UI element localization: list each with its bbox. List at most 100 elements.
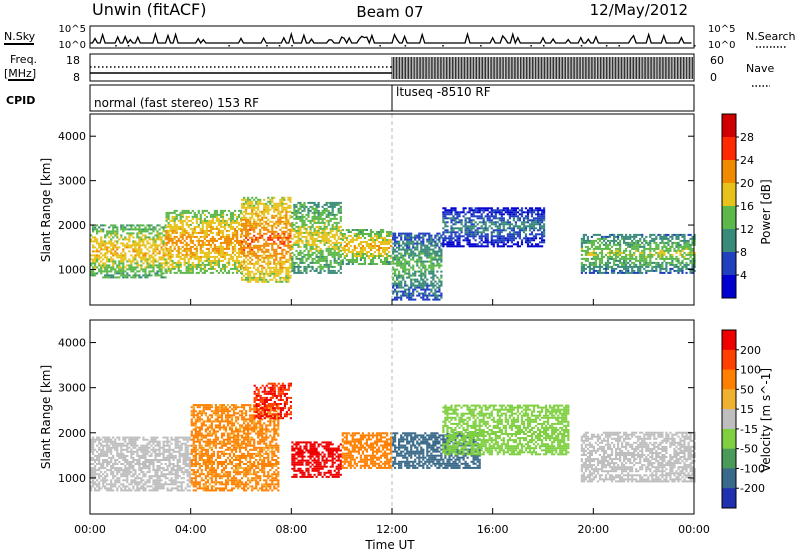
power-cell [412,274,415,277]
power-cell [195,251,198,254]
power-cell [496,207,499,210]
power-cell [301,209,304,212]
power-cell [92,230,95,233]
power-cell [283,214,286,217]
power-cell [582,239,585,242]
power-cell [337,257,340,260]
power-cell [231,241,235,244]
power-cell [257,248,260,251]
power-cell [402,292,405,295]
power-cell [173,245,176,248]
power-cell [392,268,395,271]
power-cell [339,261,342,264]
power-cell [267,230,270,233]
power-cell [424,292,427,295]
power-cell [639,233,642,236]
power-cell [402,286,405,289]
power-cell [275,242,278,245]
power-cell [104,224,107,227]
power-cell [257,204,260,207]
power-cell [150,232,153,235]
nsearch-point [379,45,381,47]
power-cell [136,228,139,231]
power-cell [257,262,260,265]
power-cell [279,204,282,207]
power-cell [606,245,610,248]
power-cell [450,237,453,240]
power-cell [287,276,290,279]
power-cell [287,206,290,209]
power-cell [462,245,465,248]
power-cell [333,265,336,268]
power-cell [160,246,163,249]
power-cell [261,254,264,257]
power-cell [185,221,188,224]
power-cell [285,212,288,215]
power-cell [418,258,421,261]
power-cell [146,274,149,277]
power-cell [404,284,407,287]
power-cell [291,243,294,246]
power-cell [217,271,220,274]
power-cell [148,254,151,257]
power-cell [404,234,407,237]
power-cell [92,274,95,277]
power-cell [504,237,507,240]
power-cell [167,249,170,252]
power-cell [617,253,620,256]
power-cell [327,219,330,222]
power-cell [217,261,220,264]
power-cell [341,253,344,255]
power-cell [331,235,334,238]
sky-search-panel [89,25,696,49]
power-cell [169,211,172,214]
power-cell [502,229,505,232]
power-cell [438,298,441,301]
power-cell [444,235,447,238]
power-cell [319,221,322,224]
power-cell [315,259,318,262]
power-cell [241,202,244,205]
power-cell [152,244,155,247]
power-cell [661,253,664,256]
power-cell [257,212,260,215]
power-cell [249,226,252,229]
power-cell [189,233,192,236]
power-cell [637,271,640,274]
power-cell [114,250,117,253]
power-cell [424,290,427,293]
power-cell [257,208,260,211]
power-cell [621,237,624,240]
power-cell [592,251,595,254]
power-cell [484,223,487,226]
power-cell [191,221,194,224]
power-cell [663,267,666,270]
power-cell [434,280,437,283]
power-cell [124,276,127,279]
power-cell [130,268,133,271]
power-cell [663,249,666,252]
power-cell [516,219,519,222]
power-cell [283,236,286,239]
power-cell [167,211,170,214]
power-cell [281,248,284,251]
power-cell [193,257,196,260]
power-cell [185,211,188,214]
power-cell [438,248,441,251]
power-cell [379,237,383,239]
power-cell [653,265,656,268]
power-cell [269,224,272,227]
power-cell [175,241,178,244]
power-cell [323,269,326,272]
power-cell [195,263,198,266]
power-cell [398,276,401,279]
power-cell [234,235,237,238]
power-cell [295,229,298,232]
power-cell [142,262,145,265]
power-cell [138,276,141,279]
power-cell [124,228,127,231]
power-cell [114,254,117,257]
power-cell [209,219,212,222]
power-cell [229,225,233,228]
power-cell [160,264,163,267]
